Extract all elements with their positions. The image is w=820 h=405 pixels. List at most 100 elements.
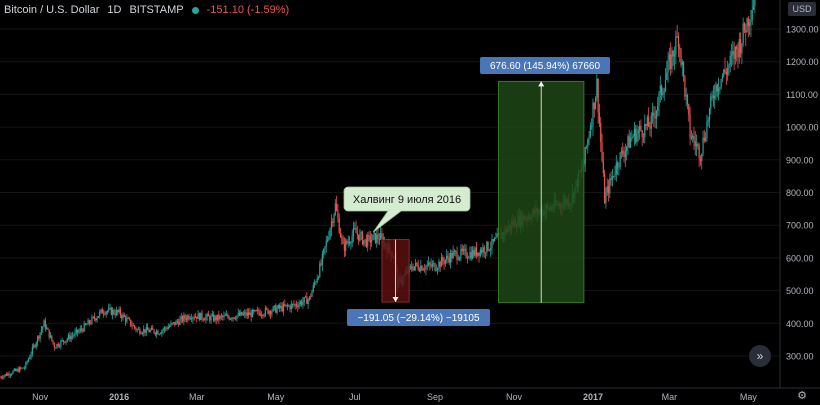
candle-body — [619, 152, 621, 167]
candle-body — [320, 263, 322, 265]
candle-body — [97, 316, 99, 318]
candle-body — [350, 243, 352, 244]
candle-body — [592, 102, 594, 126]
candle-body — [58, 346, 61, 347]
price-change: -151.10 (-1.59%) — [206, 4, 290, 16]
measure-up-label: 676.60 (145.94%) 67660 — [490, 61, 601, 72]
candle-body — [676, 36, 678, 38]
candle-body — [653, 112, 655, 117]
candle-body — [66, 338, 68, 341]
candle-body — [255, 310, 257, 311]
gear-icon[interactable]: ⚙ — [797, 390, 807, 402]
candle-body — [348, 241, 351, 244]
candle-body — [703, 137, 705, 141]
candle-body — [585, 146, 588, 148]
candle-body — [373, 233, 375, 235]
candle-body — [315, 282, 317, 284]
candle-body — [1, 377, 4, 379]
candle-body — [267, 308, 269, 314]
candle-body — [334, 203, 336, 215]
candle-body — [314, 283, 316, 285]
candle-body — [16, 369, 18, 371]
candle-body — [466, 257, 468, 258]
currency-badge[interactable]: USD — [788, 2, 816, 16]
candle-body — [263, 314, 265, 316]
candle-body — [326, 239, 329, 241]
candle-body — [213, 314, 215, 321]
candle-body — [622, 150, 624, 155]
candle-body — [624, 151, 626, 157]
candle-body — [447, 255, 449, 259]
candle-body — [339, 232, 342, 237]
market-status-dot — [191, 6, 199, 14]
candle-body — [605, 192, 607, 204]
candle-body — [695, 144, 698, 147]
y-tick-label: 700.00 — [786, 221, 814, 231]
candle-body — [627, 136, 629, 147]
candle-body — [191, 318, 193, 320]
candle-body — [258, 310, 260, 313]
candle-body — [134, 325, 136, 328]
candle-body — [745, 30, 747, 33]
candle-body — [269, 311, 272, 315]
candle-body — [356, 232, 358, 235]
candle-body — [53, 343, 55, 348]
candle-body — [23, 367, 26, 369]
candle-body — [671, 50, 673, 70]
candle-body — [337, 210, 339, 219]
measure-up-label-bg — [480, 57, 610, 74]
candle-body — [169, 326, 171, 327]
scroll-to-realtime-button[interactable]: » — [749, 345, 771, 367]
candle-body — [42, 326, 44, 330]
candle-body — [649, 126, 651, 129]
candle-body — [409, 266, 412, 268]
candle-body — [110, 307, 112, 315]
candle-body — [257, 310, 259, 312]
candle-body — [702, 137, 704, 154]
candle-body — [130, 319, 132, 326]
candle-body — [209, 316, 211, 321]
candle-body — [64, 341, 66, 343]
candle-body — [108, 307, 110, 311]
candle-body — [118, 309, 120, 312]
candle-body — [640, 125, 642, 131]
candle-body — [332, 221, 334, 223]
candle-body — [7, 373, 9, 376]
candle-body — [207, 313, 210, 317]
candle-body — [106, 310, 109, 312]
candle-body — [370, 240, 373, 243]
candle-body — [11, 373, 13, 375]
candle-body — [724, 69, 726, 73]
candle-body — [167, 326, 169, 330]
candle-body — [203, 319, 206, 321]
candle-body — [254, 310, 256, 312]
candle-body — [491, 239, 493, 248]
candle-body — [659, 85, 661, 94]
candle-body — [325, 240, 327, 247]
candle-body — [733, 51, 735, 60]
candle-body — [294, 304, 296, 306]
candle-body — [236, 315, 238, 320]
candle-body — [262, 315, 264, 316]
interval-label[interactable]: 1D — [107, 4, 122, 16]
x-tick-label: Mar — [189, 392, 205, 402]
candle-body — [343, 243, 345, 251]
candle-body — [260, 315, 263, 316]
symbol-name[interactable]: Bitcoin / U.S. Dollar — [4, 4, 100, 16]
candle-body — [99, 311, 101, 317]
candle-body — [610, 178, 612, 180]
candle-body — [197, 313, 199, 319]
candle-body — [35, 342, 37, 347]
candle-body — [196, 316, 198, 319]
candle-body — [631, 137, 633, 139]
candle-body — [588, 135, 590, 140]
candle-body — [284, 303, 286, 306]
candle-body — [714, 96, 716, 99]
candle-body — [271, 311, 273, 315]
candle-body — [56, 343, 58, 348]
candle-body — [220, 315, 222, 317]
candle-body — [650, 115, 652, 129]
candle-body — [55, 347, 57, 349]
candle-body — [434, 263, 436, 271]
